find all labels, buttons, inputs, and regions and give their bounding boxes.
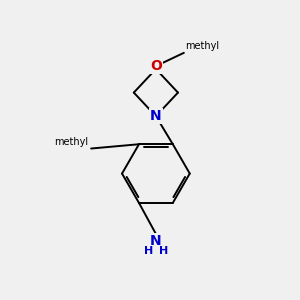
Text: methyl: methyl <box>185 41 220 51</box>
Text: methyl: methyl <box>54 137 88 147</box>
Text: N: N <box>150 234 162 248</box>
Text: N: N <box>150 109 162 123</box>
Text: H: H <box>144 246 153 256</box>
Text: O: O <box>150 59 162 73</box>
Text: H: H <box>159 246 168 256</box>
